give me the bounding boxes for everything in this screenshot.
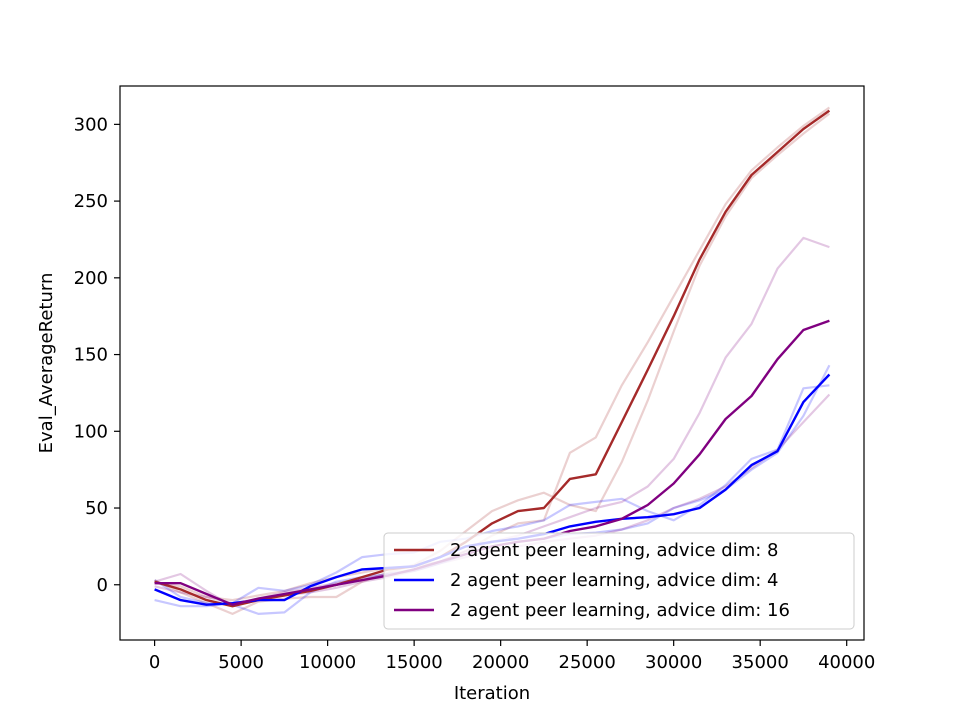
x-axis-title: Iteration — [454, 683, 530, 704]
x-tick-label: 35000 — [732, 652, 789, 673]
run-line-dim-4-1 — [154, 384, 830, 608]
plot-frame — [119, 85, 865, 641]
y-tick-label: 50 — [85, 498, 108, 519]
legend: 2 agent peer learning, advice dim: 8 2 a… — [383, 532, 855, 630]
x-axis: 0 5000 10000 15000 20000 25000 30000 35000 40000 — [149, 640, 875, 673]
y-axis: 0 50 100 150 200 250 300 — [74, 114, 120, 596]
y-tick-label: 300 — [74, 114, 108, 135]
legend-box — [383, 532, 855, 630]
x-tick-label: 10000 — [299, 652, 356, 673]
y-axis-title: Eval_AverageReturn — [36, 273, 57, 454]
x-tick-label: 5000 — [218, 652, 264, 673]
x-tick-label: 0 — [149, 652, 160, 673]
x-tick-label: 15000 — [386, 652, 443, 673]
y-tick-label: 150 — [74, 345, 108, 366]
legend-label-dim-8: 2 agent peer learning, advice dim: 8 — [450, 540, 778, 561]
x-tick-label: 20000 — [472, 652, 529, 673]
y-tick-label: 200 — [74, 268, 108, 289]
y-tick-label: 100 — [74, 421, 108, 442]
y-tick-label: 250 — [74, 191, 108, 212]
x-tick-label: 30000 — [645, 652, 702, 673]
legend-label-dim-4: 2 agent peer learning, advice dim: 4 — [450, 570, 778, 591]
x-tick-label: 40000 — [818, 652, 875, 673]
y-tick-label: 0 — [97, 575, 108, 596]
x-tick-label: 25000 — [559, 652, 616, 673]
legend-label-dim-16: 2 agent peer learning, advice dim: 16 — [450, 600, 790, 621]
series-line-dim-8 — [154, 109, 831, 608]
